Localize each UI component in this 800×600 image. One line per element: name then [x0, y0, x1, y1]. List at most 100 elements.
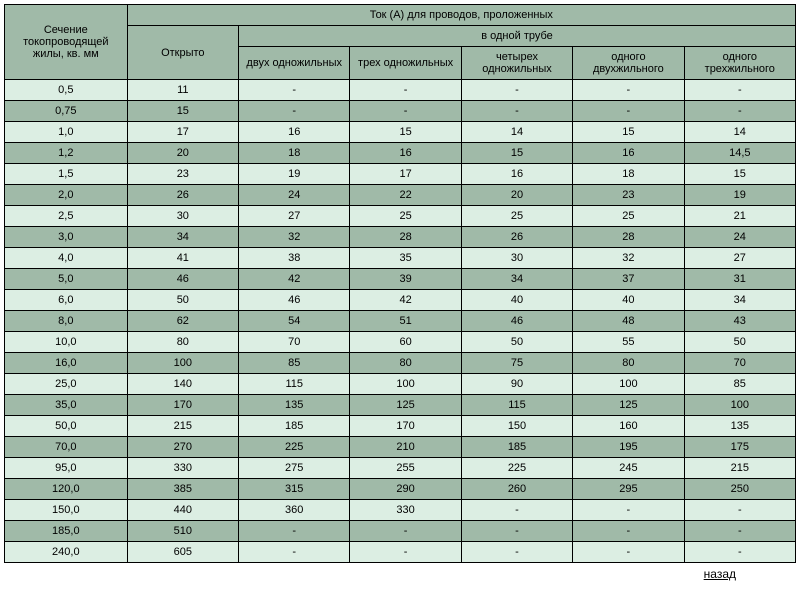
header-col-2: четырех одножильных: [461, 47, 572, 80]
row-label: 10,0: [5, 332, 128, 353]
row-value: 51: [350, 311, 461, 332]
row-value: 125: [573, 395, 684, 416]
table-row: 150,0440360330---: [5, 500, 796, 521]
row-label: 240,0: [5, 542, 128, 563]
row-value: 100: [684, 395, 795, 416]
row-value: 50: [461, 332, 572, 353]
table-row: 2,0262422202319: [5, 185, 796, 206]
row-value: 90: [461, 374, 572, 395]
row-value: 23: [573, 185, 684, 206]
row-value: 22: [350, 185, 461, 206]
row-value: 24: [239, 185, 350, 206]
row-value: 34: [461, 269, 572, 290]
row-value: 245: [573, 458, 684, 479]
row-value: -: [684, 521, 795, 542]
row-value: 14,5: [684, 143, 795, 164]
row-value: 330: [127, 458, 238, 479]
row-value: 46: [461, 311, 572, 332]
row-value: 15: [350, 122, 461, 143]
row-value: -: [461, 500, 572, 521]
row-value: 42: [239, 269, 350, 290]
row-value: 170: [350, 416, 461, 437]
row-label: 2,5: [5, 206, 128, 227]
row-label: 95,0: [5, 458, 128, 479]
row-label: 1,2: [5, 143, 128, 164]
row-value: 195: [573, 437, 684, 458]
row-value: 28: [350, 227, 461, 248]
row-value: 14: [461, 122, 572, 143]
row-value: 175: [684, 437, 795, 458]
row-label: 1,5: [5, 164, 128, 185]
row-value: 270: [127, 437, 238, 458]
row-value: 16: [239, 122, 350, 143]
row-value: 48: [573, 311, 684, 332]
row-value: 34: [127, 227, 238, 248]
row-value: 42: [350, 290, 461, 311]
row-label: 0,75: [5, 101, 128, 122]
row-value: 100: [350, 374, 461, 395]
row-value: 18: [573, 164, 684, 185]
row-value: 35: [350, 248, 461, 269]
row-value: 25: [350, 206, 461, 227]
row-value: 125: [350, 395, 461, 416]
row-value: 290: [350, 479, 461, 500]
header-open: Открыто: [127, 26, 238, 80]
row-value: 80: [350, 353, 461, 374]
row-label: 35,0: [5, 395, 128, 416]
row-value: -: [573, 542, 684, 563]
row-label: 50,0: [5, 416, 128, 437]
row-label: 3,0: [5, 227, 128, 248]
table-row: 95,0330275255225245215: [5, 458, 796, 479]
row-value: 25: [461, 206, 572, 227]
row-value: -: [350, 101, 461, 122]
table-row: 0,7515-----: [5, 101, 796, 122]
table-header: Сечение токопроводящей жилы, кв. мм Ток …: [5, 5, 796, 80]
row-value: 24: [684, 227, 795, 248]
row-value: 46: [239, 290, 350, 311]
row-value: 54: [239, 311, 350, 332]
table-row: 4,0413835303227: [5, 248, 796, 269]
row-value: 19: [684, 185, 795, 206]
row-value: -: [684, 542, 795, 563]
row-value: 135: [684, 416, 795, 437]
row-value: 14: [684, 122, 795, 143]
table-row: 185,0510-----: [5, 521, 796, 542]
header-col-1: трех одножильных: [350, 47, 461, 80]
row-value: 385: [127, 479, 238, 500]
row-value: 20: [127, 143, 238, 164]
row-value: 38: [239, 248, 350, 269]
row-value: 85: [239, 353, 350, 374]
table-row: 120,0385315290260295250: [5, 479, 796, 500]
row-value: -: [239, 542, 350, 563]
row-value: 85: [684, 374, 795, 395]
row-value: 17: [350, 164, 461, 185]
row-value: 510: [127, 521, 238, 542]
row-value: 150: [461, 416, 572, 437]
row-value: 27: [684, 248, 795, 269]
table-row: 35,0170135125115125100: [5, 395, 796, 416]
row-value: 250: [684, 479, 795, 500]
header-section: Сечение токопроводящей жилы, кв. мм: [5, 5, 128, 80]
row-value: 275: [239, 458, 350, 479]
row-value: 170: [127, 395, 238, 416]
row-value: 46: [127, 269, 238, 290]
row-value: 70: [239, 332, 350, 353]
row-value: 27: [239, 206, 350, 227]
row-value: 26: [127, 185, 238, 206]
row-value: 43: [684, 311, 795, 332]
row-value: 30: [461, 248, 572, 269]
row-value: 215: [127, 416, 238, 437]
row-value: 62: [127, 311, 238, 332]
row-value: 100: [127, 353, 238, 374]
row-value: 80: [573, 353, 684, 374]
table-row: 0,511-----: [5, 80, 796, 101]
row-value: -: [461, 521, 572, 542]
table-row: 8,0625451464843: [5, 311, 796, 332]
row-label: 2,0: [5, 185, 128, 206]
back-link[interactable]: назад: [4, 563, 796, 581]
row-value: -: [239, 101, 350, 122]
row-value: -: [684, 500, 795, 521]
row-value: -: [573, 521, 684, 542]
row-value: 135: [239, 395, 350, 416]
row-value: 41: [127, 248, 238, 269]
